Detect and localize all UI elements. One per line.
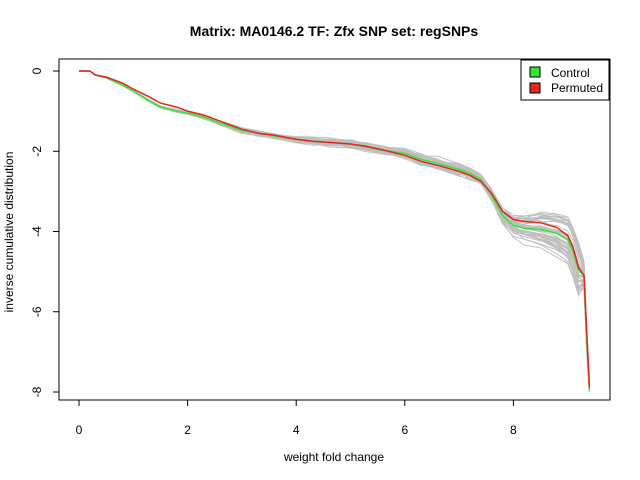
- x-tick-label: 2: [184, 423, 191, 437]
- x-tick-label: 6: [401, 423, 408, 437]
- y-tick-label: -4: [30, 226, 44, 237]
- y-axis: 0 -2 -4 -6 -8: [30, 67, 60, 397]
- x-axis: 0 2 4 6 8: [76, 399, 517, 437]
- x-tick-label: 8: [510, 423, 517, 437]
- legend-label-permuted: Permuted: [551, 81, 603, 95]
- series-line-permuted: [79, 70, 591, 389]
- plot-area: [78, 70, 591, 393]
- legend-swatch-control: [529, 66, 541, 78]
- y-tick-label: -2: [30, 146, 44, 157]
- legend-swatch-permuted: [529, 82, 541, 94]
- x-axis-label: weight fold change: [283, 450, 384, 464]
- y-tick-label: -8: [30, 386, 44, 397]
- y-tick-label: 0: [30, 67, 44, 74]
- y-tick-label: -6: [30, 306, 44, 317]
- y-axis-label: inverse cumulative distribution: [2, 152, 16, 313]
- series-line-control: [79, 70, 591, 391]
- x-tick-label: 0: [76, 423, 83, 437]
- chart-title: Matrix: MA0146.2 TF: Zfx SNP set: regSNP…: [190, 23, 479, 39]
- x-tick-label: 4: [293, 423, 300, 437]
- legend-label-control: Control: [551, 66, 590, 80]
- legend: Control Permuted: [520, 59, 610, 101]
